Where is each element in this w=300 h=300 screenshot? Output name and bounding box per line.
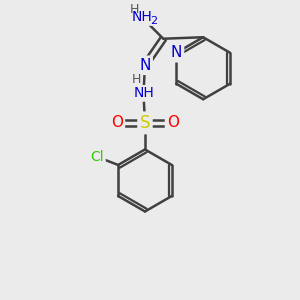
Text: N: N [139,58,151,73]
Text: NH: NH [132,11,152,24]
Text: 2: 2 [150,16,158,26]
Text: Cl: Cl [90,150,104,164]
Text: NH: NH [133,86,154,100]
Text: H: H [130,3,139,16]
Text: O: O [167,116,179,130]
Text: N: N [171,45,182,60]
Text: H: H [131,73,141,86]
Text: S: S [140,114,150,132]
Text: O: O [111,116,123,130]
